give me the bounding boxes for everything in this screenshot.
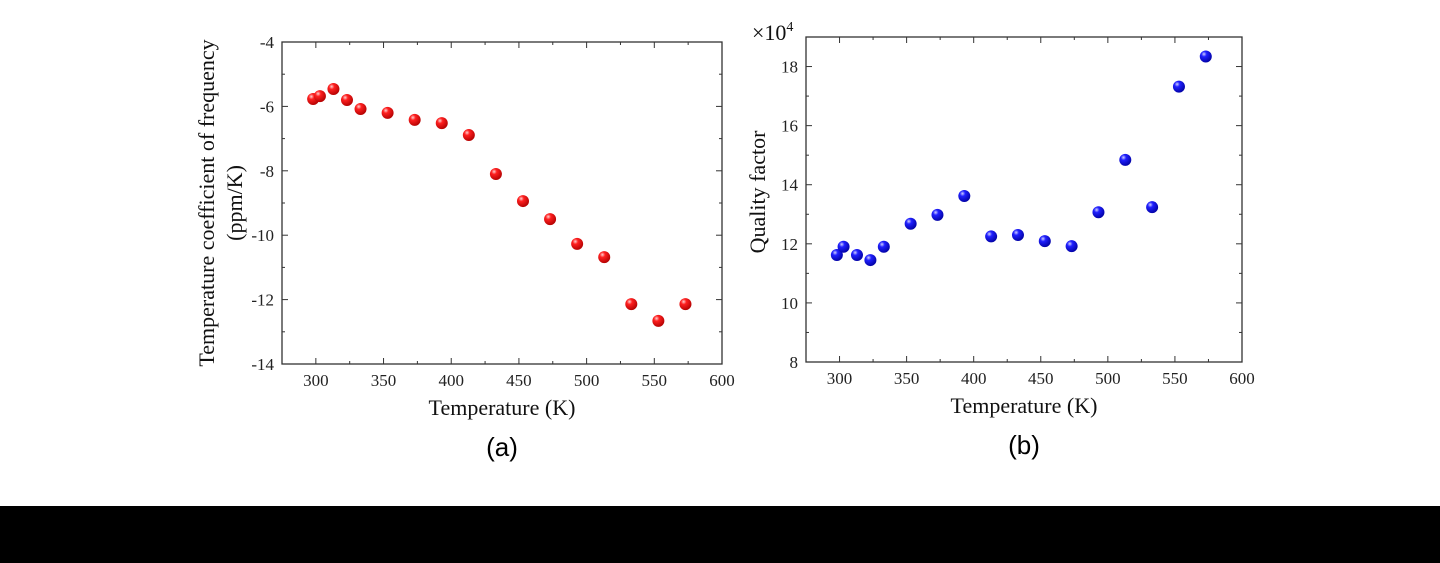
y-tick-label: 18 xyxy=(781,58,798,77)
data-point xyxy=(516,195,529,208)
y-axis-label-line1: Temperature coefficient of frequency xyxy=(194,39,219,366)
data-point xyxy=(1172,80,1185,93)
data-point xyxy=(381,106,394,119)
y-tick-label: -10 xyxy=(251,226,274,245)
y-tick-label: -8 xyxy=(260,162,274,181)
x-tick-label: 400 xyxy=(961,369,987,388)
data-point xyxy=(598,251,611,264)
data-point xyxy=(1119,153,1132,166)
data-point xyxy=(354,102,367,115)
y-axis-label-line2: (ppm/K) xyxy=(222,165,247,241)
data-point xyxy=(435,117,448,130)
data-point xyxy=(1065,240,1078,253)
data-point xyxy=(327,83,340,96)
data-point xyxy=(1092,206,1105,219)
y-tick-label: 12 xyxy=(781,235,798,254)
data-point xyxy=(830,249,843,262)
y-tick-label: -4 xyxy=(260,33,275,52)
panel-label: (b) xyxy=(1008,430,1040,460)
data-point xyxy=(625,298,638,311)
x-tick-label: 600 xyxy=(1229,369,1255,388)
data-point xyxy=(1038,235,1051,248)
chart-b: 300 350 400 450 500 550 600 8 10 12 14 16 18 Temperat… xyxy=(745,20,1255,460)
data-point xyxy=(462,129,475,142)
x-axis-label: Temperature (K) xyxy=(429,395,576,420)
figure: 300 350 400 450 500 550 600 -4 -6 -8 -10 -12 -14 Temp… xyxy=(194,20,1255,462)
data-point xyxy=(571,237,584,250)
data-point xyxy=(408,113,421,126)
data-point xyxy=(340,93,353,106)
x-axis-label: Temperature (K) xyxy=(951,393,1098,418)
data-point xyxy=(904,217,917,230)
y-tick-label: -12 xyxy=(251,291,274,310)
x-tick-label: 500 xyxy=(1095,369,1121,388)
data-point xyxy=(985,230,998,243)
x-tick-label: 600 xyxy=(709,371,735,390)
x-tick-label: 550 xyxy=(1162,369,1188,388)
data-point xyxy=(544,213,557,226)
y-multiplier: ×104 xyxy=(752,20,793,45)
y-tick-label: -6 xyxy=(260,97,274,116)
x-tick-label: 500 xyxy=(574,371,600,390)
data-point xyxy=(931,208,944,221)
x-tick-label: 350 xyxy=(894,369,920,388)
chart-a: 300 350 400 450 500 550 600 -4 -6 -8 -10 -12 -14 Temp… xyxy=(194,33,735,462)
data-point xyxy=(679,298,692,311)
x-tick-label: 300 xyxy=(827,369,853,388)
data-point xyxy=(850,249,863,262)
panel-label: (a) xyxy=(486,432,518,462)
data-point xyxy=(877,240,890,253)
data-point xyxy=(1011,228,1024,241)
data-point xyxy=(864,254,877,267)
data-point xyxy=(837,240,850,253)
x-tick-label: 400 xyxy=(438,371,464,390)
bottom-black-bar xyxy=(0,506,1440,563)
x-tick-label: 450 xyxy=(506,371,532,390)
x-tick-label: 350 xyxy=(371,371,397,390)
data-point xyxy=(1199,50,1212,63)
data-point xyxy=(1146,201,1159,214)
y-tick-label: 16 xyxy=(781,117,798,136)
y-tick-label: 10 xyxy=(781,294,798,313)
data-point xyxy=(652,314,665,327)
data-point xyxy=(313,90,326,103)
y-tick-label: -14 xyxy=(251,355,274,374)
y-tick-label: 14 xyxy=(781,176,799,195)
x-tick-label: 550 xyxy=(642,371,668,390)
plot-frame xyxy=(805,36,1243,363)
x-tick-label: 450 xyxy=(1028,369,1054,388)
y-axis-label: Quality factor xyxy=(745,130,770,253)
y-tick-label: 8 xyxy=(790,353,799,372)
data-point xyxy=(958,189,971,202)
data-point xyxy=(489,168,502,181)
x-tick-label: 300 xyxy=(303,371,329,390)
